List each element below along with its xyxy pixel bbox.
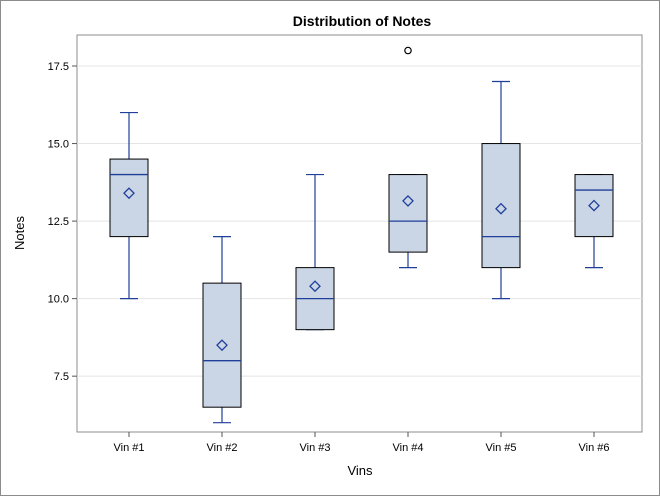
x-tick-label: Vin #4 <box>393 442 424 454</box>
x-tick-label: Vin #6 <box>579 442 610 454</box>
box-group <box>574 173 614 269</box>
mean-marker <box>495 202 507 215</box>
y-tick-label: 15.0 <box>48 139 69 151</box>
mean-marker <box>402 195 414 207</box>
mean-marker <box>309 280 321 293</box>
chart-title: Distribution of Notes <box>293 13 432 29</box>
x-tick-label: Vin #1 <box>114 442 145 454</box>
box-rect <box>574 174 614 238</box>
x-tick-label: Vin #2 <box>207 442 238 454</box>
box-rect <box>481 143 521 269</box>
box-rect <box>202 282 242 408</box>
outlier-marker <box>404 46 412 55</box>
x-tick-label: Vin #3 <box>300 442 331 454</box>
box-rect <box>388 174 428 253</box>
mean-marker <box>216 339 228 352</box>
mean-marker <box>123 187 135 200</box>
box-group <box>295 173 335 331</box>
x-axis-label: Vins <box>347 463 373 478</box>
box-group <box>388 46 428 269</box>
box-group <box>202 236 242 424</box>
x-tick-label: Vin #5 <box>486 442 517 454</box>
x-axis: Vin #1 Vin #2 Vin #3 Vin #4 Vin #5 Vin #6 <box>114 432 610 454</box>
plot-area <box>76 34 643 433</box>
y-tick-label: 7.5 <box>54 371 69 383</box>
box-group <box>109 111 149 300</box>
grid-lines <box>77 65 642 377</box>
y-tick-label: 10.0 <box>48 294 69 306</box>
y-axis-label: Notes <box>12 216 27 250</box>
y-tick-label: 12.5 <box>48 216 69 228</box>
y-tick-label: 17.5 <box>48 61 69 73</box>
y-axis: 7.5 10.0 12.5 15.0 17.5 <box>48 61 77 383</box>
box-group <box>481 80 521 300</box>
mean-marker <box>588 199 600 212</box>
boxes <box>109 46 614 424</box>
